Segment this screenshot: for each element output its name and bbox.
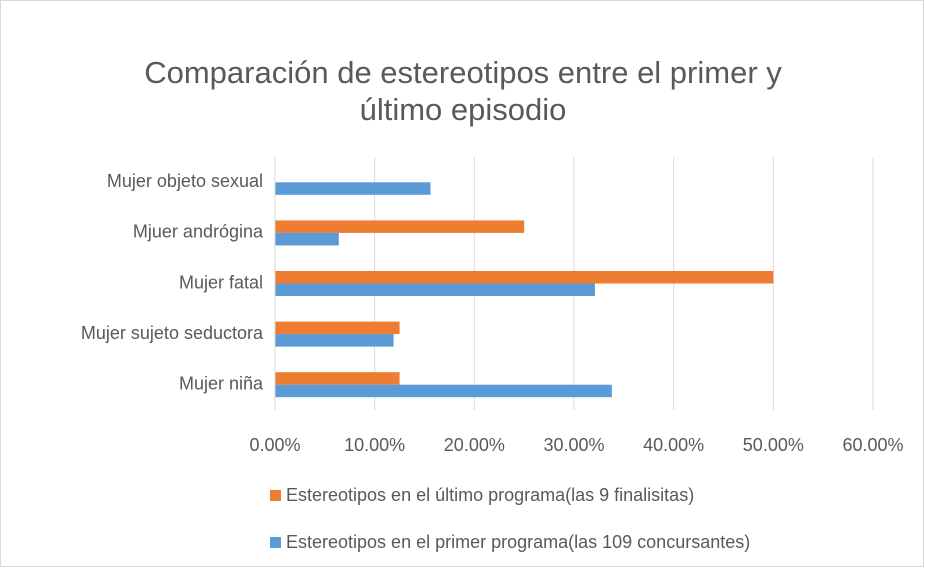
legend-label: Estereotipos en el último programa(las 9…	[286, 485, 694, 505]
bar	[275, 182, 431, 195]
y-tick-label: Mjuer andrógina	[133, 222, 264, 242]
bar	[275, 384, 612, 398]
y-tick-label: Mujer fatal	[179, 272, 263, 292]
y-tick-label: Mujer objeto sexual	[107, 171, 263, 191]
legend-label: Estereotipos en el primer programa(las 1…	[286, 532, 750, 552]
y-tick-label: Mujer sujeto seductora	[81, 323, 264, 343]
chart-title: Comparación de estereotipos entre el pri…	[144, 55, 782, 127]
x-tick-label: 10.00%	[344, 435, 405, 455]
x-tick-label: 40.00%	[643, 435, 704, 455]
bar	[275, 232, 339, 246]
legend-swatch	[270, 490, 281, 501]
bar	[275, 220, 525, 233]
y-tick-label: Mujer niña	[179, 373, 264, 393]
bar	[275, 321, 400, 335]
x-tick-label: 30.00%	[543, 435, 604, 455]
title-line: Comparación de estereotipos entre el pri…	[144, 55, 782, 90]
bar	[275, 271, 774, 284]
bar	[275, 372, 400, 385]
legend-swatch	[270, 537, 281, 548]
title-line: último episodio	[360, 92, 567, 127]
x-tick-label: 0.00%	[249, 435, 300, 455]
bar	[275, 334, 394, 347]
x-tick-label: 50.00%	[743, 435, 804, 455]
bar	[275, 283, 595, 296]
x-tick-label: 60.00%	[842, 435, 903, 455]
x-tick-label: 20.00%	[444, 435, 505, 455]
